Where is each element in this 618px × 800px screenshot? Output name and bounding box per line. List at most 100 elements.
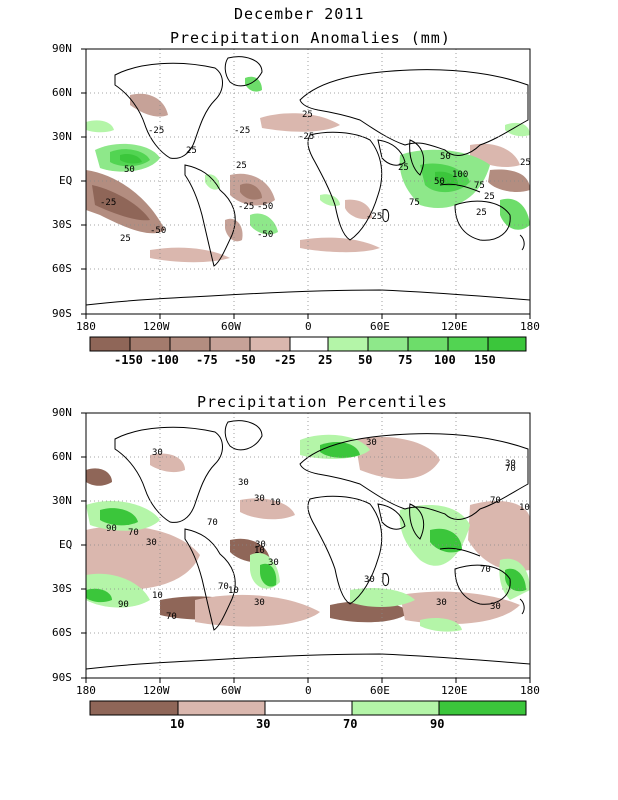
top-lon-label: 60W xyxy=(221,320,241,333)
top-contour-label: 75 xyxy=(474,181,485,191)
bottom-contour-label: 30 xyxy=(152,448,163,458)
top-colorbar-label: 75 xyxy=(398,353,413,367)
top-contour-label: 25 xyxy=(520,158,531,168)
bottom-lat-label: EQ xyxy=(59,538,73,551)
top-contour-label: 50 xyxy=(434,177,445,187)
bottom-coastlines xyxy=(86,420,530,670)
top-contour-label: 25 xyxy=(484,192,495,202)
top-contour-label: 25 xyxy=(476,208,487,218)
top-contour-label: -25 xyxy=(238,202,255,212)
bottom-contour-label: 70 xyxy=(207,518,218,528)
bottom-lat-label: 90S xyxy=(52,671,72,684)
bottom-contour-label: 70 xyxy=(128,528,139,538)
top-contour-label: -25 xyxy=(234,126,251,136)
bottom-contour-label: 90 xyxy=(118,600,129,610)
top-contour-label: 75 xyxy=(409,198,420,208)
bottom-contour-label: 70 xyxy=(166,612,177,622)
bottom-gridlines xyxy=(86,413,530,678)
top-lat-label: 60S xyxy=(52,262,72,275)
top-contour-label: 50 xyxy=(440,152,451,162)
top-colorbar-label: 50 xyxy=(358,353,373,367)
bottom-lon-label: 60E xyxy=(370,684,390,697)
bottom-contour-label: 10 xyxy=(152,591,163,601)
bottom-contour-label: 10 xyxy=(254,546,265,556)
bottom-contour-label: 10 xyxy=(228,586,239,596)
top-contour-label: 100 xyxy=(452,170,469,180)
top-colorbar-label: 25 xyxy=(318,353,333,367)
bottom-lat-label: 60S xyxy=(52,626,72,639)
top-lat-label: EQ xyxy=(59,174,73,187)
top-lat-label: 30S xyxy=(52,218,72,231)
bottom-contour-label: 30 xyxy=(490,602,501,612)
top-lat-label: 30N xyxy=(52,130,72,143)
top-contour-label: -25 xyxy=(298,132,315,142)
bottom-contour-label: 90 xyxy=(106,524,117,534)
bottom-contour-label: 30 xyxy=(505,459,516,469)
bottom-contour-label: 30 xyxy=(268,558,279,568)
bottom-contour-label: 30 xyxy=(238,478,249,488)
page-title: December 2011 xyxy=(234,5,365,23)
top-contour-label: 25 xyxy=(302,110,313,120)
top-colorbar-label: 150 xyxy=(474,353,496,367)
bottom-contour-label: 10 xyxy=(519,503,530,513)
top-ticks xyxy=(81,48,531,319)
top-contour-label: 25 xyxy=(186,146,197,156)
top-contour-label: 25 xyxy=(398,163,409,173)
bottom-colorbar-label: 30 xyxy=(256,717,271,731)
bottom-contour-label: 30 xyxy=(364,575,375,585)
bottom-contour-label: 30 xyxy=(255,540,266,550)
bottom-lat-label: 60N xyxy=(52,450,72,463)
top-colorbar-label: 100 xyxy=(434,353,456,367)
top-lon-label: 60E xyxy=(370,320,390,333)
top-colorbar-label: -100 xyxy=(150,353,179,367)
bottom-lon-label: 60W xyxy=(221,684,241,697)
bottom-ticks xyxy=(81,412,531,683)
top-colorbar-label: -75 xyxy=(196,353,218,367)
bottom-lon-label: 180 xyxy=(76,684,96,697)
bottom-lon-label: 120W xyxy=(143,684,170,697)
top-contour-label: -25 xyxy=(148,126,165,136)
bottom-contour-label: 70 xyxy=(480,565,491,575)
top-contour-label: -50 xyxy=(257,202,274,212)
bottom-contour-label: 70 xyxy=(490,496,501,506)
top-colorbar-label: -25 xyxy=(274,353,296,367)
top-contour-label: -25 xyxy=(100,198,117,208)
bottom-map-title: Precipitation Percentiles xyxy=(197,393,448,411)
bottom-contour-label: 10 xyxy=(270,498,281,508)
top-contour-label: 25 xyxy=(236,161,247,171)
top-lat-label: 60N xyxy=(52,86,72,99)
top-lon-label: 180 xyxy=(76,320,96,333)
bottom-lon-label: 120E xyxy=(441,684,468,697)
top-lon-label: 120E xyxy=(441,320,468,333)
top-colorbar-label: -150 xyxy=(114,353,143,367)
top-colorbar-label: -50 xyxy=(234,353,256,367)
bottom-colorbar-label: 90 xyxy=(430,717,445,731)
bottom-contour-label: 30 xyxy=(254,494,265,504)
top-lon-label: 120W xyxy=(143,320,170,333)
bottom-contour-label: 30 xyxy=(146,538,157,548)
top-contour-label: 50 xyxy=(124,165,135,175)
top-lat-label: 90S xyxy=(52,307,72,320)
top-map-title: Precipitation Anomalies (mm) xyxy=(170,29,451,47)
bottom-colorbar xyxy=(89,700,527,716)
bottom-lon-label: 0 xyxy=(305,684,312,697)
bottom-lat-label: 30N xyxy=(52,494,72,507)
top-contour-label: -25 xyxy=(366,212,383,222)
top-anomaly-shading xyxy=(86,76,530,263)
bottom-colorbar-label: 10 xyxy=(170,717,185,731)
top-contour-label: 25 xyxy=(120,234,131,244)
bottom-percentile-shading xyxy=(86,434,530,632)
top-lat-label: 90N xyxy=(52,42,72,55)
top-coastlines xyxy=(86,56,530,306)
top-lon-label: 0 xyxy=(305,320,312,333)
top-contour-label: -50 xyxy=(257,230,274,240)
bottom-contour-label: 30 xyxy=(366,438,377,448)
bottom-lat-label: 90N xyxy=(52,406,72,419)
bottom-contour-label: 30 xyxy=(254,598,265,608)
bottom-lon-label: 180 xyxy=(520,684,540,697)
bottom-colorbar-label: 70 xyxy=(343,717,358,731)
bottom-contour-label: 70 xyxy=(218,582,229,592)
top-contour-label: -50 xyxy=(150,226,167,236)
bottom-contour-label: 70 xyxy=(505,464,516,474)
